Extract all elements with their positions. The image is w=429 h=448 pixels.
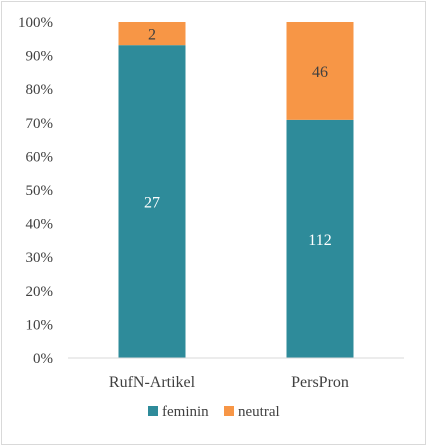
y-axis: 0% 10% 20% 30% 40% 50% 60% 70% 80% 90% 100%: [18, 15, 53, 367]
bar-segment-feminin: [286, 119, 354, 358]
data-label: 2: [148, 27, 156, 44]
y-tick-label: 40%: [26, 217, 54, 233]
bar-segment-neutral: [118, 22, 186, 46]
y-tick-label: 30%: [26, 250, 54, 266]
bars: 27 2 112 46: [118, 22, 354, 358]
data-label: 46: [312, 64, 328, 81]
data-label: 27: [144, 195, 160, 212]
y-tick-label: 100%: [18, 15, 53, 31]
y-tick-label: 10%: [26, 317, 54, 333]
y-tick-label: 70%: [26, 116, 54, 132]
y-tick-label: 80%: [26, 82, 54, 98]
y-tick-label: 50%: [26, 183, 54, 199]
legend-label: neutral: [238, 404, 280, 420]
y-tick-label: 90%: [26, 49, 54, 65]
legend-label: feminin: [162, 404, 209, 420]
y-tick-label: 60%: [26, 149, 54, 165]
bar-segment-feminin: [118, 45, 186, 358]
x-tick-label: RufN-Artikel: [109, 374, 196, 391]
y-tick-label: 20%: [26, 284, 54, 300]
legend-swatch: [148, 406, 158, 416]
legend-swatch: [224, 406, 234, 416]
x-tick-label: PersPron: [291, 374, 349, 391]
legend: feminin neutral: [148, 404, 280, 420]
data-label: 112: [308, 232, 331, 249]
y-tick-label: 0%: [33, 351, 53, 367]
bar-segment-neutral: [286, 22, 354, 120]
x-axis: RufN-Artikel PersPron: [68, 357, 404, 391]
